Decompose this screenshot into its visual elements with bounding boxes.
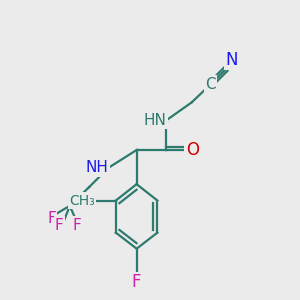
Text: HN: HN	[143, 113, 166, 128]
Text: F: F	[73, 218, 82, 232]
Text: N: N	[226, 51, 238, 69]
Text: C: C	[206, 76, 216, 92]
Text: F: F	[55, 218, 64, 232]
Text: F: F	[132, 273, 141, 291]
Text: O: O	[186, 141, 199, 159]
Text: NH: NH	[85, 160, 108, 175]
Text: CH₃: CH₃	[69, 194, 95, 208]
Text: F: F	[47, 212, 56, 226]
